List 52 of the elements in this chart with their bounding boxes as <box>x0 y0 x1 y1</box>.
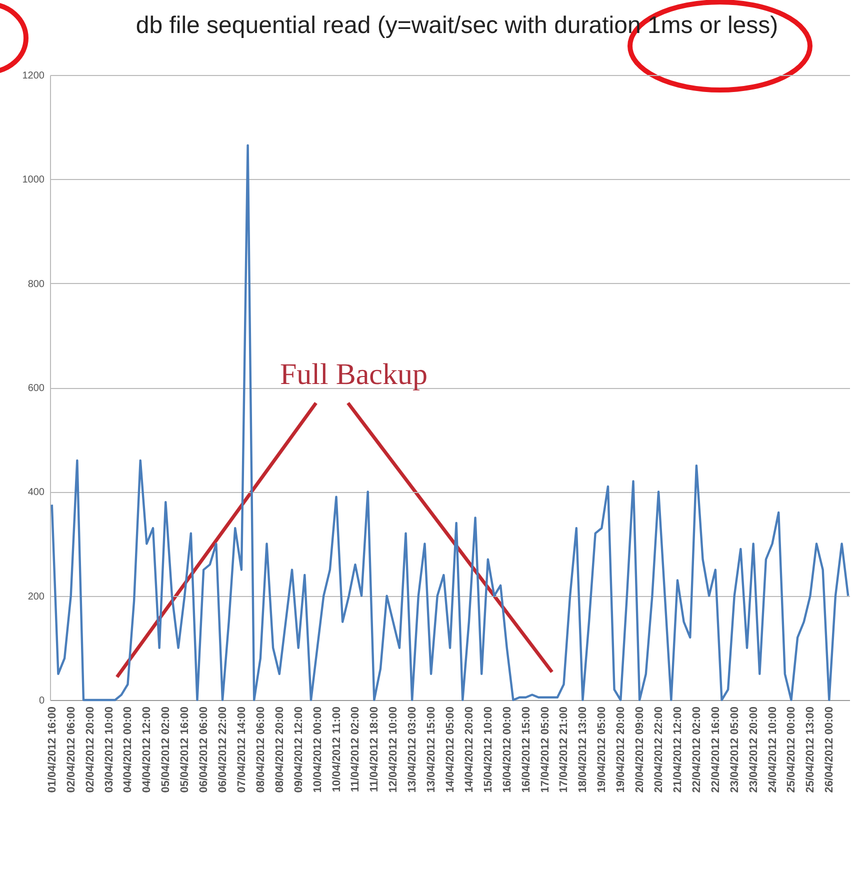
x-tick-label: 04/04/2012 12:00 <box>141 706 154 793</box>
y-tick-label: 1000 <box>22 174 45 186</box>
x-tick-label: 10/04/2012 00:00 <box>312 706 324 793</box>
y-tick-label: 600 <box>28 383 45 394</box>
x-tick-label: 10/04/2012 11:00 <box>330 706 343 792</box>
x-tick-label: 08/04/2012 06:00 <box>254 706 267 793</box>
x-tick-label: 13/04/2012 15:00 <box>426 706 438 793</box>
x-tick-label: 24/04/2012 10:00 <box>766 706 779 793</box>
x-tick-label: 15/04/2012 10:00 <box>482 706 494 793</box>
x-tick-label: 01/04/2012 16:00 <box>46 706 58 793</box>
x-tick-label: 22/04/2012 16:00 <box>710 706 722 793</box>
y-tick-label: 200 <box>28 591 45 602</box>
x-tick-label: 11/04/2012 18:00 <box>368 706 381 792</box>
x-tick-label: 26/04/2012 00:00 <box>824 706 836 793</box>
x-tick-label: 25/04/2012 13:00 <box>804 706 817 793</box>
x-tick-label: 21/04/2012 12:00 <box>672 706 684 793</box>
x-tick-label: 02/04/2012 20:00 <box>84 706 96 793</box>
y-tick-label: 0 <box>38 696 45 706</box>
y-tick-label: 800 <box>28 278 45 290</box>
x-tick-label: 23/04/2012 05:00 <box>728 706 741 793</box>
x-tick-label: 23/04/2012 20:00 <box>748 706 760 793</box>
x-tick-label: 05/04/2012 16:00 <box>179 706 192 793</box>
x-tick-label: 06/04/2012 06:00 <box>198 706 210 793</box>
annotation: Full Backup <box>280 358 428 392</box>
x-tick-label: 07/04/2012 14:00 <box>236 706 248 793</box>
x-tick-label: 09/04/2012 12:00 <box>292 706 305 793</box>
x-tick-label: 14/04/2012 05:00 <box>444 706 456 793</box>
x-tick-label: 16/04/2012 15:00 <box>520 706 532 793</box>
line-series <box>50 144 850 702</box>
x-tick-label: 17/04/2012 21:00 <box>558 706 570 793</box>
y-tick-label: 400 <box>28 487 45 498</box>
x-tick-label: 06/04/2012 22:00 <box>217 706 230 793</box>
chart-title: db file sequential read (y=wait/sec with duration 1ms or less) <box>136 12 778 39</box>
x-tick-label: 04/04/2012 00:00 <box>122 706 134 793</box>
x-tick-label: 22/04/2012 02:00 <box>690 706 703 793</box>
x-tick-label: 20/04/2012 09:00 <box>634 706 646 793</box>
x-tick-label: 25/04/2012 00:00 <box>786 706 798 793</box>
x-tick-label: 19/04/2012 05:00 <box>596 706 608 793</box>
x-tick-label: 19/04/2012 20:00 <box>615 706 628 793</box>
y-tick-label: 1200 <box>22 70 45 82</box>
x-tick-label: 05/04/2012 02:00 <box>160 706 172 793</box>
x-tick-label: 18/04/2012 13:00 <box>577 706 590 793</box>
x-tick-label: 20/04/2012 22:00 <box>653 706 666 793</box>
x-tick-label: 08/04/2012 20:00 <box>274 706 286 793</box>
x-tick-label: 11/04/2012 02:00 <box>350 706 362 792</box>
x-tick-label: 02/04/2012 06:00 <box>65 706 78 793</box>
x-tick-label: 14/04/2012 20:00 <box>463 706 476 793</box>
x-tick-label: 13/04/2012 03:00 <box>406 706 419 793</box>
x-tick-label: 03/04/2012 10:00 <box>103 706 116 793</box>
x-tick-label: 16/04/2012 00:00 <box>501 706 514 793</box>
x-tick-label: 17/04/2012 05:00 <box>539 706 552 793</box>
x-tick-label: 12/04/2012 10:00 <box>388 706 400 793</box>
